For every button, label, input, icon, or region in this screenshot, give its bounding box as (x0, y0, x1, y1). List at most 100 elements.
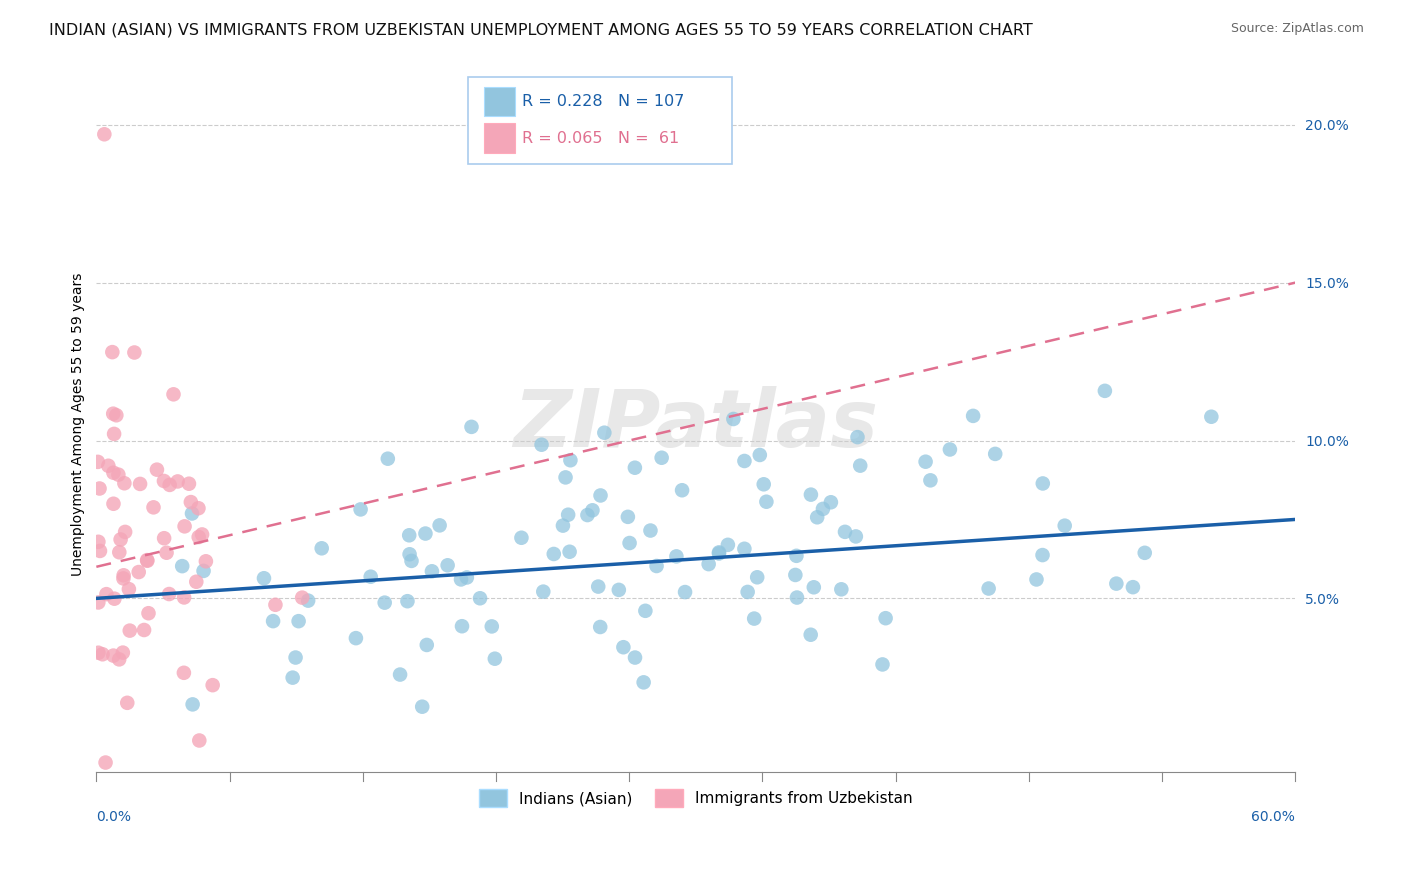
Point (733, 454, 755, 468)
Point (803, 580, 825, 594)
Point (166, 475, 188, 489)
Point (429, 518, 451, 533)
Point (820, 495, 842, 509)
Point (510, 531, 533, 545)
Text: Source: ZipAtlas.com: Source: ZipAtlas.com (1230, 22, 1364, 36)
Point (103, 407, 125, 421)
FancyBboxPatch shape (484, 123, 515, 153)
Point (253, 571, 276, 585)
Point (977, 582, 1000, 596)
Point (624, 460, 647, 475)
Point (1201, 409, 1223, 424)
Point (344, 631, 367, 645)
Point (651, 450, 673, 465)
Point (128, 565, 150, 579)
Point (415, 526, 437, 541)
Point (262, 614, 284, 628)
Point (114, 524, 136, 539)
Point (159, 478, 181, 492)
Point (557, 508, 579, 522)
Point (181, 507, 204, 521)
Point (146, 463, 169, 477)
Point (481, 619, 503, 633)
Point (155, 546, 177, 560)
Point (846, 430, 869, 444)
Point (806, 510, 828, 524)
Point (89, 544, 111, 558)
FancyBboxPatch shape (468, 78, 731, 164)
Point (484, 651, 506, 665)
Point (748, 448, 770, 462)
Point (634, 604, 657, 618)
Point (800, 488, 823, 502)
Point (1122, 580, 1144, 594)
Point (172, 559, 194, 574)
Point (187, 501, 209, 516)
Point (785, 549, 807, 563)
Point (752, 477, 775, 491)
Point (845, 529, 868, 543)
Point (191, 527, 214, 541)
Point (560, 453, 582, 467)
Point (111, 646, 134, 660)
Text: INDIAN (ASIAN) VS IMMIGRANTS FROM UZBEKISTAN UNEMPLOYMENT AMONG AGES 55 TO 59 YE: INDIAN (ASIAN) VS IMMIGRANTS FROM UZBEKI… (49, 22, 1033, 37)
Point (201, 678, 224, 692)
Point (436, 558, 458, 573)
Point (186, 574, 208, 589)
Point (914, 455, 936, 469)
Point (451, 619, 474, 633)
Point (153, 474, 176, 488)
Point (624, 650, 647, 665)
Point (834, 524, 856, 539)
Point (396, 594, 419, 608)
Point (91, 647, 114, 661)
Point (1031, 548, 1053, 562)
Point (576, 508, 599, 522)
Point (112, 476, 135, 491)
Point (619, 536, 641, 550)
Point (112, 568, 135, 582)
Point (157, 587, 180, 601)
Point (173, 591, 195, 605)
Point (101, 345, 124, 359)
Point (747, 570, 769, 584)
Point (416, 638, 439, 652)
Point (173, 519, 195, 533)
Point (181, 698, 204, 712)
Point (962, 409, 984, 423)
Point (117, 696, 139, 710)
Point (786, 591, 808, 605)
Point (96, 587, 118, 601)
FancyBboxPatch shape (484, 87, 515, 116)
Point (1025, 573, 1047, 587)
Point (707, 545, 730, 559)
Point (398, 547, 420, 561)
Point (830, 582, 852, 597)
Point (607, 582, 630, 597)
Point (581, 503, 603, 517)
Point (94, 756, 117, 770)
Point (1133, 546, 1156, 560)
Point (129, 477, 152, 491)
Point (920, 473, 942, 487)
Point (617, 509, 640, 524)
Point (87, 595, 110, 609)
Point (138, 606, 160, 620)
Point (103, 648, 125, 663)
Text: ZIPatlas: ZIPatlas (513, 385, 879, 464)
Point (389, 667, 412, 681)
Point (785, 568, 807, 582)
Point (108, 652, 131, 666)
Point (460, 420, 482, 434)
Point (589, 620, 612, 634)
Point (107, 467, 129, 482)
Point (1094, 384, 1116, 398)
Point (89, 482, 111, 496)
Point (1032, 476, 1054, 491)
Point (187, 530, 209, 544)
Point (118, 582, 141, 596)
Point (551, 518, 574, 533)
Point (468, 591, 491, 606)
Point (264, 598, 287, 612)
Point (173, 665, 195, 680)
